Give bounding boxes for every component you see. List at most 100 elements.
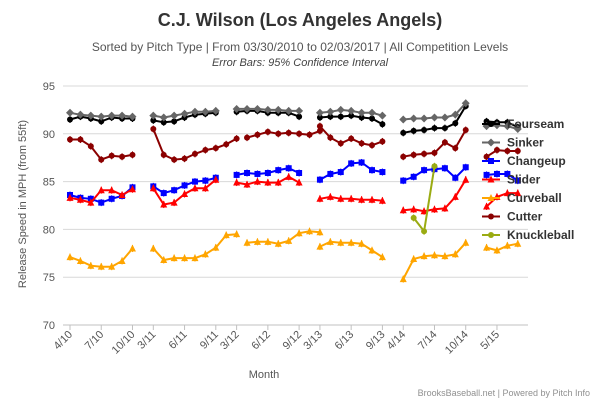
- point-fourseam: [160, 119, 167, 126]
- x-axis-title: Month: [249, 369, 280, 381]
- point-cutter: [358, 140, 365, 147]
- point-cutter: [150, 126, 157, 133]
- point-sinker: [170, 111, 179, 120]
- x-tick-label: 9/11: [198, 329, 221, 352]
- point-changeup: [504, 170, 511, 177]
- point-sinker: [430, 113, 439, 122]
- point-curveball: [378, 253, 386, 261]
- point-sinker: [315, 108, 324, 117]
- legend-item-changeup[interactable]: Changeup: [482, 154, 566, 168]
- point-cutter: [160, 151, 167, 158]
- point-slider: [420, 207, 428, 215]
- point-sinker: [409, 114, 418, 123]
- point-fourseam: [296, 113, 303, 120]
- point-slider: [410, 205, 418, 213]
- y-tick-label: 75: [43, 272, 55, 284]
- point-slider: [399, 206, 407, 214]
- point-slider: [462, 175, 470, 183]
- point-curveball: [149, 244, 157, 252]
- point-curveball: [347, 238, 355, 246]
- series-knuckleball: [410, 162, 438, 235]
- series-curveball: [66, 227, 522, 283]
- point-changeup: [160, 190, 167, 197]
- point-sinker: [97, 112, 106, 121]
- point-slider: [253, 177, 261, 185]
- point-cutter: [316, 123, 323, 130]
- point-fourseam: [452, 120, 459, 127]
- legend-item-curveball[interactable]: Curveball: [482, 191, 562, 205]
- point-cutter: [431, 149, 438, 156]
- series-line-changeup: [486, 173, 519, 182]
- y-tick-label: 90: [43, 129, 55, 141]
- point-slider: [378, 196, 386, 204]
- point-changeup: [493, 170, 500, 177]
- series-sinker: [66, 99, 522, 134]
- point-sinker: [211, 106, 220, 115]
- point-slider: [483, 202, 491, 210]
- x-tick-label: 7/14: [416, 329, 440, 353]
- point-slider: [118, 190, 126, 198]
- point-curveball: [76, 256, 84, 264]
- point-sinker: [368, 108, 376, 117]
- point-slider: [295, 178, 303, 186]
- point-sinker: [86, 111, 95, 120]
- point-curveball: [399, 275, 407, 283]
- point-sinker: [347, 106, 356, 115]
- point-sinker: [180, 109, 189, 118]
- point-curveball: [201, 250, 209, 258]
- point-changeup: [337, 169, 344, 176]
- point-curveball: [285, 236, 293, 244]
- legend-item-cutter[interactable]: Cutter: [482, 210, 543, 224]
- point-cutter: [285, 129, 292, 136]
- point-curveball: [316, 228, 324, 236]
- legend-label-fourseam: Fourseam: [507, 117, 564, 131]
- point-curveball: [274, 239, 282, 247]
- point-cutter: [223, 141, 230, 148]
- point-cutter: [171, 156, 178, 163]
- point-sinker: [336, 105, 345, 114]
- point-cutter: [233, 135, 240, 142]
- point-changeup: [108, 195, 115, 202]
- point-changeup: [316, 176, 323, 183]
- x-tick-label: 4/10: [51, 329, 75, 353]
- point-cutter: [275, 130, 282, 137]
- point-sinker: [107, 111, 116, 120]
- legend-marker-sinker: [487, 138, 495, 147]
- point-slider: [347, 194, 355, 202]
- point-sinker: [440, 113, 449, 122]
- legend-item-slider[interactable]: Slider: [482, 173, 541, 187]
- point-curveball: [160, 255, 168, 263]
- point-sinker: [295, 106, 304, 115]
- series-line-curveball: [486, 242, 518, 252]
- point-changeup: [327, 170, 334, 177]
- series-line-cutter: [486, 149, 518, 158]
- point-sinker: [420, 114, 429, 123]
- point-curveball: [222, 231, 230, 239]
- point-slider: [201, 184, 209, 192]
- point-curveball: [233, 230, 241, 238]
- plot-area: [66, 99, 522, 283]
- point-changeup: [421, 167, 428, 174]
- x-tick-label: 10/14: [443, 329, 471, 357]
- point-curveball: [420, 252, 428, 260]
- point-slider: [181, 190, 189, 198]
- point-slider: [441, 204, 449, 212]
- point-curveball: [337, 238, 345, 246]
- legend-marker-curveball: [487, 194, 495, 201]
- point-knuckleball: [410, 214, 417, 221]
- point-changeup: [98, 199, 105, 206]
- legend-item-sinker[interactable]: Sinker: [482, 136, 544, 150]
- point-fourseam: [400, 129, 407, 136]
- point-curveball: [326, 237, 334, 245]
- point-changeup: [171, 187, 178, 194]
- point-sinker: [128, 112, 137, 121]
- point-slider: [87, 198, 95, 206]
- point-cutter: [327, 134, 334, 141]
- legend-item-knuckleball[interactable]: Knuckleball: [482, 228, 574, 242]
- x-tick-label: 5/15: [478, 329, 502, 353]
- point-cutter: [98, 156, 105, 163]
- legend-item-fourseam[interactable]: Fourseam: [482, 117, 564, 131]
- point-fourseam: [316, 114, 323, 121]
- y-axis-title: Release Speed in MPH (from 55ft): [17, 120, 29, 288]
- series-line-knuckleball: [412, 166, 436, 234]
